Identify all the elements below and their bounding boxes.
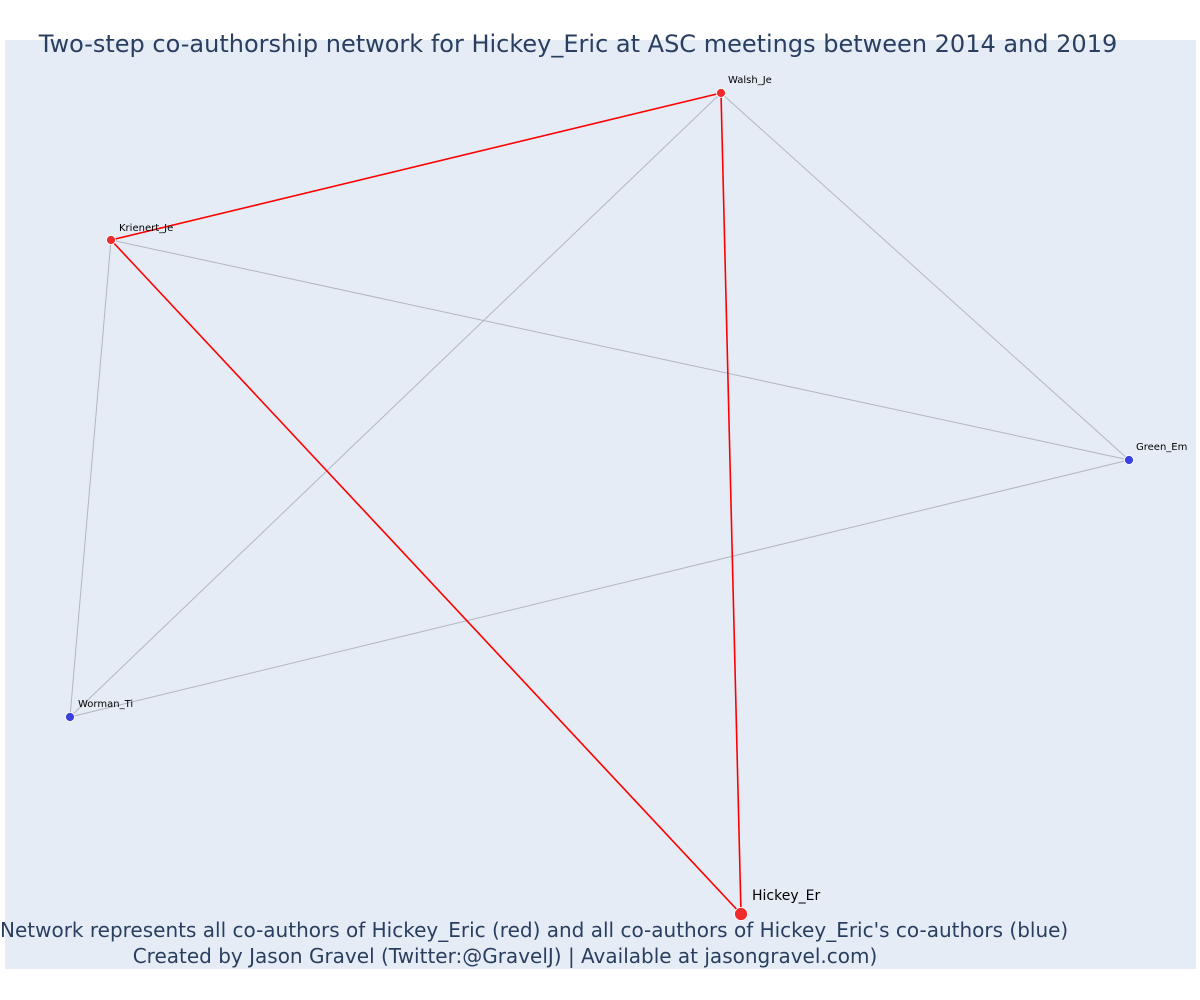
node-worman-ti[interactable] [65,712,75,722]
node-green-em[interactable] [1124,455,1134,465]
edge-walsh_je-worman_ti [69,92,722,718]
edge-krienert_je-hickey_er [110,239,742,915]
labels-layer: Walsh_Je Krienert_Je Green_Em Worman_Ti Hick… [78,75,1187,904]
footer-credit: Created by Jason Gravel (Twitter:@Gravel… [132,944,878,968]
chart-footer: Network represents all co-authors of Hic… [0,917,1069,969]
node-label-krienert-je: Krienert_Je [119,223,173,234]
node-krienert-je[interactable] [106,235,116,245]
edge-walsh_je-green_em [720,92,1130,461]
edges-layer [69,92,1130,915]
edge-krienert_je-green_em [110,239,1130,461]
chart-title: Two-step co-authorship network for Hicke… [38,30,1118,58]
node-label-walsh-je: Walsh_Je [728,75,772,86]
node-hickey-er[interactable] [734,907,748,921]
node-label-hickey-er: Hickey_Er [752,888,820,904]
edge-krienert_je-walsh_je [110,92,722,241]
edge-krienert_je-worman_ti [69,239,112,718]
nodes-layer [65,88,1134,921]
edge-walsh_je-hickey_er [720,92,742,915]
edge-green_em-worman_ti [69,459,1130,718]
node-label-green-em: Green_Em [1136,442,1187,453]
footer-caption: Network represents all co-authors of Hic… [0,918,1069,942]
plot-area [5,40,1196,969]
node-label-worman-ti: Worman_Ti [78,699,133,710]
node-walsh-je[interactable] [716,88,726,98]
